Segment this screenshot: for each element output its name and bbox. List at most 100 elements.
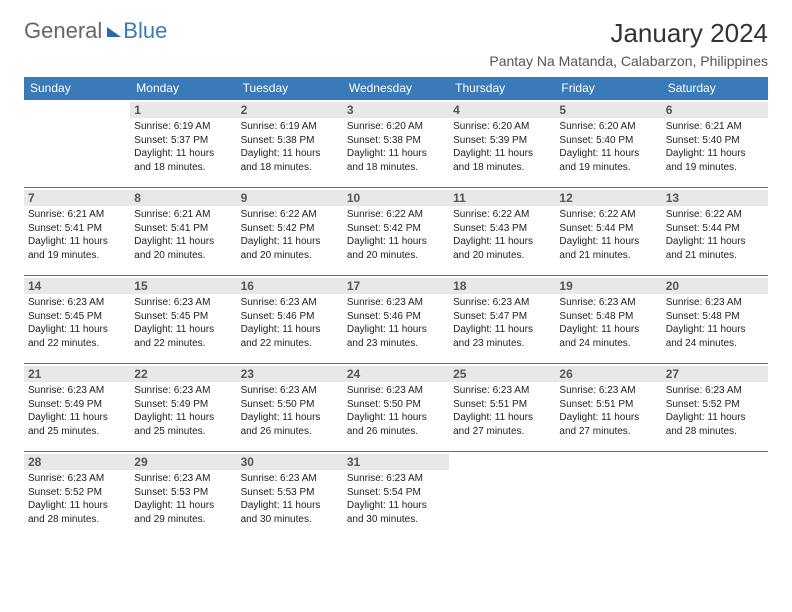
day-cell: 16 Sunrise: 6:23 AMSunset: 5:46 PMDayligh… (237, 276, 343, 364)
day-number: 21 (24, 366, 130, 382)
calendar-row: 1 Sunrise: 6:19 AMSunset: 5:37 PMDaylight… (24, 100, 768, 188)
weekday-header: Tuesday (237, 77, 343, 100)
weekday-header: Friday (555, 77, 661, 100)
day-number: 8 (130, 190, 236, 206)
title-block: January 2024 Pantay Na Matanda, Calabarz… (489, 18, 768, 69)
day-number: 26 (555, 366, 661, 382)
day-info: Sunrise: 6:23 AMSunset: 5:51 PMDaylight:… (559, 384, 657, 438)
day-cell: 21 Sunrise: 6:23 AMSunset: 5:49 PMDayligh… (24, 364, 130, 452)
day-cell: 7 Sunrise: 6:21 AMSunset: 5:41 PMDaylight… (24, 188, 130, 276)
day-info: Sunrise: 6:23 AMSunset: 5:48 PMDaylight:… (666, 296, 764, 350)
day-info: Sunrise: 6:21 AMSunset: 5:41 PMDaylight:… (28, 208, 126, 262)
day-cell: 18 Sunrise: 6:23 AMSunset: 5:47 PMDayligh… (449, 276, 555, 364)
day-number: 16 (237, 278, 343, 294)
day-cell: 31Sunrise: 6:23 AMSunset: 5:54 PMDayligh… (343, 452, 449, 540)
day-cell: 25 Sunrise: 6:23 AMSunset: 5:51 PMDayligh… (449, 364, 555, 452)
day-cell: 2 Sunrise: 6:19 AMSunset: 5:38 PMDaylight… (237, 100, 343, 188)
day-cell: 10 Sunrise: 6:22 AMSunset: 5:42 PMDayligh… (343, 188, 449, 276)
calendar-body: 1 Sunrise: 6:19 AMSunset: 5:37 PMDaylight… (24, 100, 768, 540)
weekday-header: Sunday (24, 77, 130, 100)
logo-triangle-icon (107, 27, 121, 37)
day-cell: 23 Sunrise: 6:23 AMSunset: 5:50 PMDayligh… (237, 364, 343, 452)
day-cell: 17Sunrise: 6:23 AMSunset: 5:46 PMDayligh… (343, 276, 449, 364)
day-number: 10 (343, 190, 449, 206)
empty-cell (24, 100, 130, 188)
day-number: 2 (237, 102, 343, 118)
day-number: 27 (662, 366, 768, 382)
day-info: Sunrise: 6:23 AMSunset: 5:45 PMDaylight:… (28, 296, 126, 350)
calendar-row: 28Sunrise: 6:23 AMSunset: 5:52 PMDayligh… (24, 452, 768, 540)
weekday-header: Thursday (449, 77, 555, 100)
day-info: Sunrise: 6:20 AMSunset: 5:39 PMDaylight:… (453, 120, 551, 174)
day-cell: 30 Sunrise: 6:23 AMSunset: 5:53 PMDayligh… (237, 452, 343, 540)
calendar-row: 21Sunrise: 6:23 AMSunset: 5:49 PMDayligh… (24, 364, 768, 452)
day-info: Sunrise: 6:22 AMSunset: 5:43 PMDaylight:… (453, 208, 551, 262)
weekday-header: Monday (130, 77, 236, 100)
logo-text-2: Blue (123, 18, 167, 44)
weekday-header: Wednesday (343, 77, 449, 100)
day-info: Sunrise: 6:23 AMSunset: 5:49 PMDaylight:… (28, 384, 126, 438)
calendar-row: 14Sunrise: 6:23 AMSunset: 5:45 PMDayligh… (24, 276, 768, 364)
day-number: 7 (24, 190, 130, 206)
day-info: Sunrise: 6:23 AMSunset: 5:47 PMDaylight:… (453, 296, 551, 350)
day-info: Sunrise: 6:22 AMSunset: 5:42 PMDaylight:… (241, 208, 339, 262)
day-number: 1 (130, 102, 236, 118)
day-info: Sunrise: 6:22 AMSunset: 5:42 PMDaylight:… (347, 208, 445, 262)
day-cell: 29 Sunrise: 6:23 AMSunset: 5:53 PMDayligh… (130, 452, 236, 540)
day-number: 18 (449, 278, 555, 294)
location-text: Pantay Na Matanda, Calabarzon, Philippin… (489, 53, 768, 69)
day-info: Sunrise: 6:23 AMSunset: 5:52 PMDaylight:… (666, 384, 764, 438)
day-cell: 13 Sunrise: 6:22 AMSunset: 5:44 PMDayligh… (662, 188, 768, 276)
day-info: Sunrise: 6:23 AMSunset: 5:53 PMDaylight:… (241, 472, 339, 526)
day-info: Sunrise: 6:20 AMSunset: 5:40 PMDaylight:… (559, 120, 657, 174)
day-cell: 6Sunrise: 6:21 AMSunset: 5:40 PMDaylight… (662, 100, 768, 188)
day-cell: 5 Sunrise: 6:20 AMSunset: 5:40 PMDaylight… (555, 100, 661, 188)
day-info: Sunrise: 6:20 AMSunset: 5:38 PMDaylight:… (347, 120, 445, 174)
day-cell: 12Sunrise: 6:22 AMSunset: 5:44 PMDayligh… (555, 188, 661, 276)
calendar-table: SundayMondayTuesdayWednesdayThursdayFrid… (24, 77, 768, 540)
day-info: Sunrise: 6:23 AMSunset: 5:48 PMDaylight:… (559, 296, 657, 350)
day-number: 3 (343, 102, 449, 118)
empty-cell (555, 452, 661, 540)
day-number: 28 (24, 454, 130, 470)
day-info: Sunrise: 6:23 AMSunset: 5:49 PMDaylight:… (134, 384, 232, 438)
day-number: 22 (130, 366, 236, 382)
day-number: 25 (449, 366, 555, 382)
day-cell: 11Sunrise: 6:22 AMSunset: 5:43 PMDayligh… (449, 188, 555, 276)
day-cell: 20 Sunrise: 6:23 AMSunset: 5:48 PMDayligh… (662, 276, 768, 364)
logo-text-1: General (24, 18, 102, 44)
day-number: 14 (24, 278, 130, 294)
day-cell: 19Sunrise: 6:23 AMSunset: 5:48 PMDayligh… (555, 276, 661, 364)
day-number: 5 (555, 102, 661, 118)
day-number: 13 (662, 190, 768, 206)
header: General Blue January 2024 Pantay Na Mata… (24, 18, 768, 69)
day-number: 29 (130, 454, 236, 470)
empty-cell (449, 452, 555, 540)
month-title: January 2024 (489, 18, 768, 49)
day-cell: 9Sunrise: 6:22 AMSunset: 5:42 PMDaylight… (237, 188, 343, 276)
day-number: 23 (237, 366, 343, 382)
day-number: 17 (343, 278, 449, 294)
day-number: 20 (662, 278, 768, 294)
day-cell: 8 Sunrise: 6:21 AMSunset: 5:41 PMDaylight… (130, 188, 236, 276)
logo: General Blue (24, 18, 167, 44)
day-number: 12 (555, 190, 661, 206)
day-info: Sunrise: 6:23 AMSunset: 5:45 PMDaylight:… (134, 296, 232, 350)
calendar-row: 7Sunrise: 6:21 AMSunset: 5:41 PMDaylight… (24, 188, 768, 276)
weekday-row: SundayMondayTuesdayWednesdayThursdayFrid… (24, 77, 768, 100)
day-info: Sunrise: 6:23 AMSunset: 5:53 PMDaylight:… (134, 472, 232, 526)
day-number: 15 (130, 278, 236, 294)
calendar-head: SundayMondayTuesdayWednesdayThursdayFrid… (24, 77, 768, 100)
day-info: Sunrise: 6:22 AMSunset: 5:44 PMDaylight:… (666, 208, 764, 262)
day-cell: 24Sunrise: 6:23 AMSunset: 5:50 PMDayligh… (343, 364, 449, 452)
day-info: Sunrise: 6:19 AMSunset: 5:38 PMDaylight:… (241, 120, 339, 174)
day-number: 30 (237, 454, 343, 470)
day-info: Sunrise: 6:19 AMSunset: 5:37 PMDaylight:… (134, 120, 232, 174)
day-info: Sunrise: 6:23 AMSunset: 5:50 PMDaylight:… (241, 384, 339, 438)
weekday-header: Saturday (662, 77, 768, 100)
day-info: Sunrise: 6:23 AMSunset: 5:51 PMDaylight:… (453, 384, 551, 438)
day-info: Sunrise: 6:21 AMSunset: 5:41 PMDaylight:… (134, 208, 232, 262)
day-info: Sunrise: 6:23 AMSunset: 5:46 PMDaylight:… (241, 296, 339, 350)
day-cell: 15 Sunrise: 6:23 AMSunset: 5:45 PMDayligh… (130, 276, 236, 364)
day-number: 31 (343, 454, 449, 470)
